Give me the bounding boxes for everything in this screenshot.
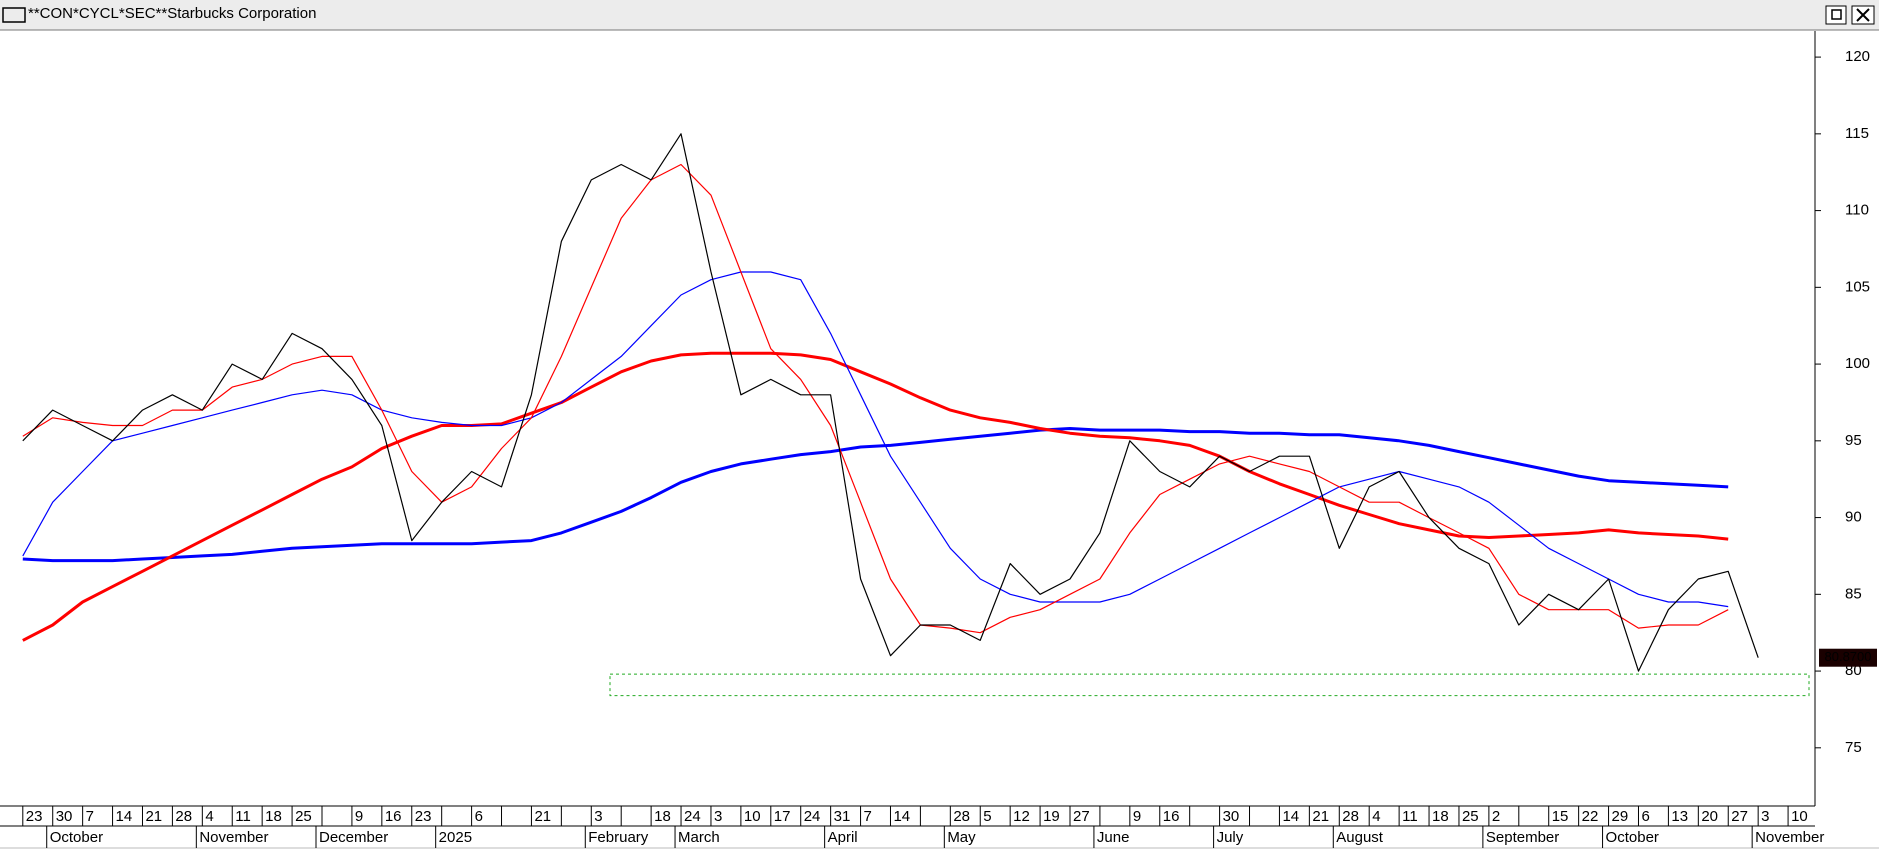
x-tick-label: 6 — [475, 808, 483, 825]
x-tick-label: 25 — [295, 808, 312, 825]
close-icon — [1856, 8, 1870, 22]
y-tick-label: 115 — [1845, 125, 1869, 142]
x-tick-label: 9 — [1133, 808, 1141, 825]
x-tick-label: 22 — [1582, 808, 1599, 825]
x-tick-label: 31 — [834, 808, 851, 825]
x-tick-label: 2 — [1492, 808, 1500, 825]
month-label: October — [1606, 829, 1659, 846]
month-label: June — [1097, 829, 1130, 846]
x-tick-label: 3 — [594, 808, 602, 825]
x-tick-label: 24 — [804, 808, 821, 825]
x-tick-label: 23 — [415, 808, 432, 825]
x-tick-label: 27 — [1731, 808, 1748, 825]
x-tick-label: 7 — [86, 808, 94, 825]
y-tick-label: 85 — [1845, 585, 1862, 602]
x-tick-label: 14 — [116, 808, 133, 825]
month-label: November — [199, 829, 268, 846]
x-tick-label: 16 — [385, 808, 402, 825]
title-bar — [0, 0, 1879, 30]
x-tick-label: 15 — [1552, 808, 1569, 825]
x-tick-label: 11 — [235, 808, 251, 825]
last-value-label: 80.8700 — [1825, 649, 1872, 664]
month-label: April — [828, 829, 858, 846]
x-tick-label: 10 — [1791, 808, 1808, 825]
month-label: May — [947, 829, 976, 846]
chart-title: **CON*CYCL*SEC**Starbucks Corporation — [28, 5, 316, 22]
month-label: August — [1336, 829, 1384, 846]
window-icon — [2, 7, 26, 23]
x-tick-label: 30 — [1223, 808, 1240, 825]
y-tick-label: 100 — [1845, 355, 1870, 372]
x-tick-label: 28 — [953, 808, 970, 825]
x-tick-label: 5 — [983, 808, 991, 825]
x-tick-label: 19 — [1043, 808, 1060, 825]
month-label: September — [1486, 829, 1559, 846]
month-label: February — [588, 829, 649, 846]
x-tick-label: 28 — [175, 808, 192, 825]
maximize-icon — [1831, 9, 1842, 20]
x-tick-label: 16 — [1163, 808, 1180, 825]
x-tick-label: 18 — [654, 808, 671, 825]
y-tick-label: 110 — [1845, 202, 1869, 219]
x-tick-label: 21 — [145, 808, 162, 825]
x-tick-label: 4 — [205, 808, 213, 825]
x-tick-label: 18 — [265, 808, 282, 825]
month-label: March — [678, 829, 720, 846]
x-tick-label: 30 — [56, 808, 73, 825]
x-tick-label: 20 — [1701, 808, 1718, 825]
series-line — [22, 271, 1729, 608]
x-tick-label: 27 — [1073, 808, 1090, 825]
y-tick-label: 90 — [1845, 509, 1862, 526]
series-line — [22, 427, 1729, 563]
x-tick-label: 3 — [1761, 808, 1769, 825]
series-line — [22, 163, 1729, 634]
y-tick-label: 105 — [1845, 278, 1870, 295]
x-tick-label: 12 — [1013, 808, 1030, 825]
month-label: 2025 — [439, 829, 472, 846]
x-tick-label: 14 — [1282, 808, 1299, 825]
x-tick-label: 9 — [355, 808, 363, 825]
last-value-box — [1819, 648, 1877, 667]
x-tick-label: 6 — [1641, 808, 1649, 825]
x-tick-label: 11 — [1402, 808, 1418, 825]
month-label: October — [50, 829, 103, 846]
x-tick-label: 7 — [864, 808, 872, 825]
y-tick-label: 95 — [1845, 432, 1862, 449]
x-tick-label: 18 — [1432, 808, 1449, 825]
x-tick-label: 17 — [774, 808, 791, 825]
y-tick-label: 75 — [1845, 739, 1862, 756]
x-tick-label: 14 — [893, 808, 910, 825]
x-tick-label: 13 — [1671, 808, 1688, 825]
x-tick-label: 25 — [1462, 808, 1479, 825]
support-zone — [609, 673, 1810, 697]
x-tick-label: 4 — [1372, 808, 1380, 825]
x-tick-label: 28 — [1342, 808, 1359, 825]
x-tick-label: 21 — [1312, 808, 1329, 825]
x-tick-label: 10 — [744, 808, 761, 825]
month-label: July — [1217, 829, 1244, 846]
month-label: November — [1755, 829, 1824, 846]
series-line — [22, 351, 1729, 642]
y-tick-label: 120 — [1845, 48, 1870, 65]
series-line — [22, 133, 1759, 672]
month-label: December — [319, 829, 388, 846]
x-tick-label: 24 — [684, 808, 701, 825]
x-tick-label: 3 — [714, 808, 722, 825]
x-tick-label: 21 — [534, 808, 551, 825]
maximize-button[interactable] — [1825, 5, 1847, 25]
x-tick-label: 29 — [1612, 808, 1629, 825]
x-tick-label: 23 — [26, 808, 43, 825]
